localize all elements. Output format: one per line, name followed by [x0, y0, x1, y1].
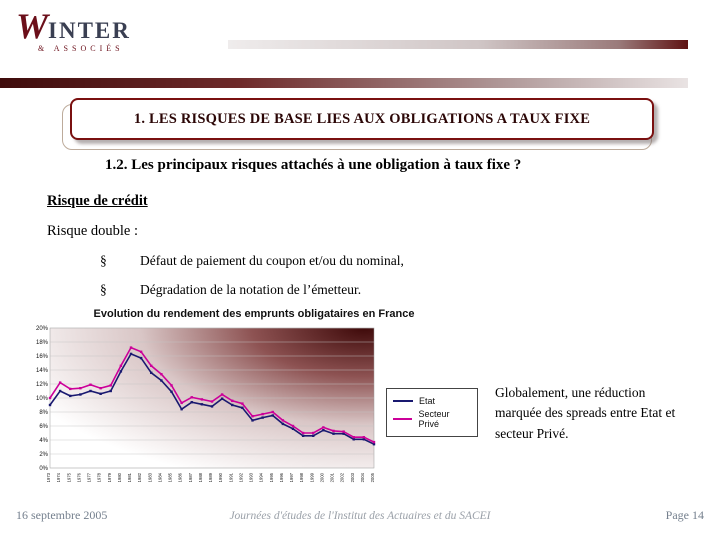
svg-text:1983: 1983: [147, 472, 152, 482]
svg-text:18%: 18%: [36, 340, 49, 346]
svg-text:2002: 2002: [340, 472, 345, 482]
svg-text:1984: 1984: [157, 472, 162, 482]
list-item: § Dégradation de la notation de l’émette…: [100, 282, 560, 298]
bullet-text: Dégradation de la notation de l’émetteur…: [140, 282, 362, 297]
footer-date: 16 septembre 2005: [16, 508, 108, 522]
slide-subtitle: 1.2. Les principaux risques attachés à u…: [105, 157, 522, 173]
svg-text:10%: 10%: [36, 396, 49, 402]
svg-text:12%: 12%: [36, 382, 49, 388]
svg-text:16%: 16%: [36, 354, 49, 360]
svg-text:1998: 1998: [299, 472, 304, 482]
svg-text:2%: 2%: [39, 452, 48, 458]
svg-text:1991: 1991: [228, 472, 233, 482]
title-banner: 1. LES RISQUES DE BASE LIES AUX OBLIGATI…: [70, 98, 654, 140]
svg-text:1979: 1979: [107, 472, 112, 482]
legend-entry: Secteur Privé: [393, 409, 471, 429]
svg-text:0%: 0%: [39, 466, 48, 472]
footer-page-number: Page 14: [665, 508, 704, 522]
svg-text:1989: 1989: [208, 472, 213, 482]
svg-text:1993: 1993: [249, 472, 254, 482]
svg-text:1981: 1981: [127, 472, 132, 482]
mid-gradient-bar: [0, 78, 688, 88]
svg-text:1990: 1990: [218, 472, 223, 482]
svg-text:1987: 1987: [188, 472, 193, 482]
svg-text:1992: 1992: [238, 472, 243, 482]
bullet-marker-icon: §: [100, 282, 107, 297]
logo-rest: INTER: [48, 18, 131, 43]
chart-title: Evolution du rendement des emprunts obli…: [93, 308, 415, 320]
svg-text:2003: 2003: [350, 472, 355, 482]
legend-label: Etat: [419, 396, 436, 406]
svg-text:6%: 6%: [39, 424, 48, 430]
spread-note: Globalement, une réduction marquée des s…: [495, 385, 676, 441]
svg-text:1978: 1978: [97, 472, 102, 482]
bullet-list: § Défaut de paiement du coupon et/ou du …: [100, 253, 560, 311]
legend-line-etat-icon: [393, 400, 413, 402]
svg-text:1977: 1977: [87, 472, 92, 482]
section-heading: Risque de crédit: [47, 193, 148, 209]
intro-text: Risque double :: [47, 223, 139, 239]
svg-text:1973: 1973: [46, 472, 51, 482]
svg-text:8%: 8%: [39, 410, 48, 416]
list-item: § Défaut de paiement du coupon et/ou du …: [100, 253, 560, 269]
svg-text:2005: 2005: [370, 472, 375, 482]
svg-text:1975: 1975: [66, 472, 71, 482]
svg-text:1988: 1988: [198, 472, 203, 482]
svg-text:1994: 1994: [259, 472, 264, 482]
logo-wordmark: WINTER: [16, 8, 156, 44]
chart-plot-area: 0% 2% 4% 6% 8% 10% 12% 14% 16% 18% 20% 1973 1974 1975…: [36, 326, 376, 482]
yield-chart: Evolution du rendement des emprunts obli…: [26, 308, 482, 500]
legend-label: Secteur Privé: [418, 409, 450, 429]
svg-text:1974: 1974: [56, 472, 61, 482]
footer-event-title: Journées d'études de l'Institut des Actu…: [229, 510, 491, 522]
svg-text:2004: 2004: [360, 472, 365, 482]
logo-initial: W: [16, 6, 49, 46]
svg-text:1996: 1996: [279, 472, 284, 482]
svg-text:14%: 14%: [36, 368, 49, 374]
svg-text:2001: 2001: [330, 472, 335, 482]
logo-subtitle: & ASSOCIÉS: [38, 44, 124, 53]
svg-text:1976: 1976: [76, 472, 81, 482]
chart-legend: Etat Secteur Privé: [386, 388, 478, 437]
winter-logo: WINTER & ASSOCIÉS: [16, 8, 156, 53]
top-gradient-bar: [228, 40, 688, 49]
svg-text:1997: 1997: [289, 472, 294, 482]
bullet-text: Défaut de paiement du coupon et/ou du no…: [140, 253, 404, 268]
svg-text:1982: 1982: [137, 472, 142, 482]
svg-text:20%: 20%: [36, 326, 49, 332]
bullet-marker-icon: §: [100, 253, 107, 268]
slide-title: 1. LES RISQUES DE BASE LIES AUX OBLIGATI…: [133, 110, 591, 127]
svg-text:2000: 2000: [319, 472, 324, 482]
legend-line-prive-icon: [393, 418, 413, 420]
legend-entry: Etat: [393, 396, 471, 406]
svg-text:1995: 1995: [269, 472, 274, 482]
svg-text:1980: 1980: [117, 472, 122, 482]
svg-text:1985: 1985: [168, 472, 173, 482]
svg-text:1999: 1999: [309, 472, 314, 482]
svg-text:1986: 1986: [178, 472, 183, 482]
svg-text:4%: 4%: [39, 438, 48, 444]
